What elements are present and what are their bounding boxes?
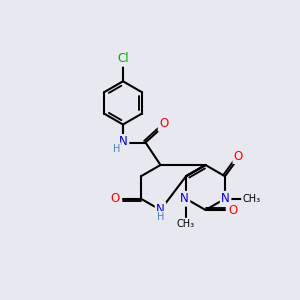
Text: CH₃: CH₃ bbox=[242, 194, 260, 204]
Text: O: O bbox=[159, 117, 168, 130]
Text: N: N bbox=[221, 192, 230, 205]
Text: CH₃: CH₃ bbox=[177, 219, 195, 229]
Text: H: H bbox=[157, 212, 164, 222]
Text: H: H bbox=[113, 143, 120, 154]
Text: O: O bbox=[234, 150, 243, 163]
Text: Cl: Cl bbox=[117, 52, 129, 65]
Text: N: N bbox=[156, 203, 165, 216]
Text: N: N bbox=[180, 192, 189, 205]
Text: N: N bbox=[119, 135, 128, 148]
Text: O: O bbox=[229, 203, 238, 217]
Text: O: O bbox=[110, 192, 119, 205]
